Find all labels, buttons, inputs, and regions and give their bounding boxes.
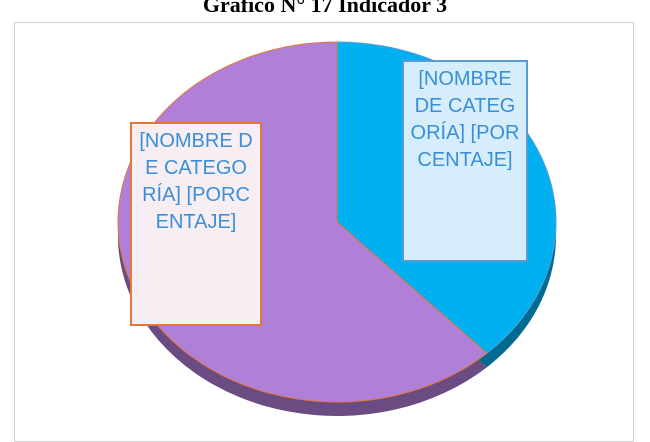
chart-title: Gráfico N° 17 Indicador 3 bbox=[202, 0, 448, 17]
page: Gráfico N° 17 Indicador 3 [NOMBRE DE CAT… bbox=[14, 0, 634, 442]
chart bbox=[117, 41, 557, 416]
data-label: [NOMBRE DE CATEGORÍA] [PORCENTAJE] bbox=[130, 122, 262, 326]
data-label: [NOMBRE DE CATEGORÍA] [PORCENTAJE] bbox=[402, 60, 528, 262]
